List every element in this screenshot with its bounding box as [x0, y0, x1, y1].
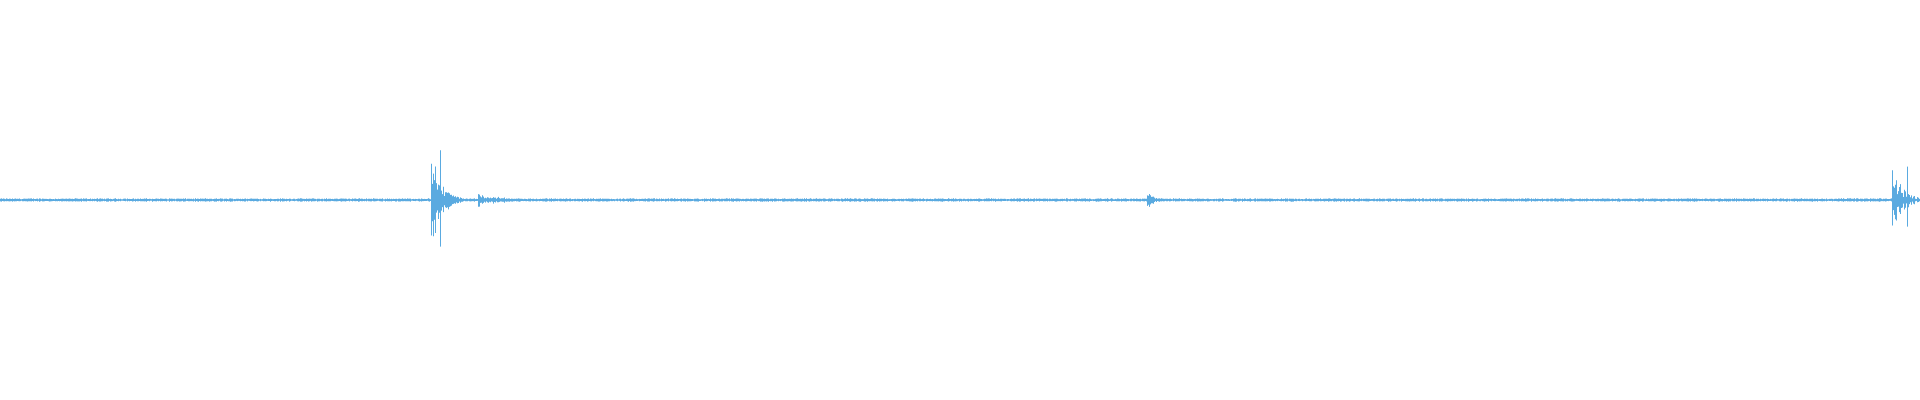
waveform — [0, 150, 1920, 247]
